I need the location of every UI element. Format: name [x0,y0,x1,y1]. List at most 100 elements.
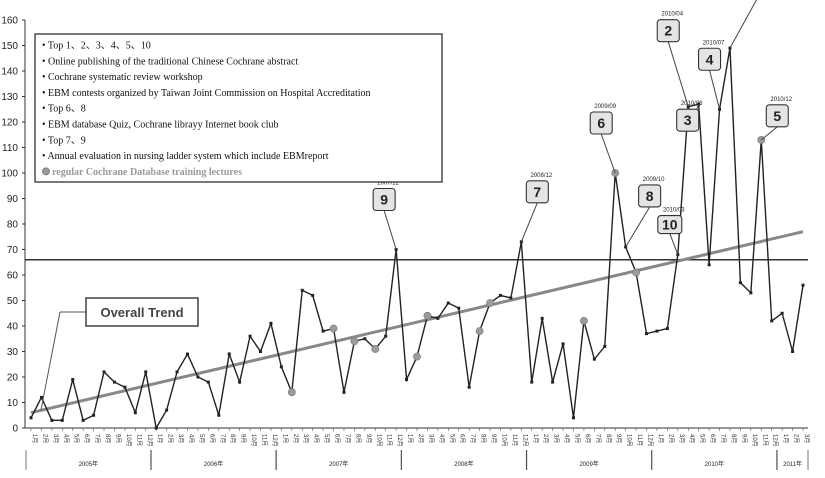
data-point [551,380,555,384]
data-point [259,350,263,353]
callout-pointer [760,126,778,141]
data-point [498,293,502,297]
y-tick-label: 10 [7,398,19,409]
training-lecture-marker [486,299,494,307]
legend-box: • Top 1、2、3、4、5、10 • Online publishing of… [34,33,443,183]
y-tick-label: 60 [7,271,19,282]
year-label: 2011年 [783,460,802,468]
data-point [248,334,252,338]
data-point [29,416,33,420]
callout-number: 2 [664,23,672,39]
callout-5: 5 2010/12 [760,97,793,141]
callout-box [589,111,613,135]
legend-item: • Top 1、2、3、4、5、10 [42,41,151,52]
year-label: 2009年 [579,460,598,468]
training-lecture-marker [371,345,380,353]
data-point [112,380,116,384]
x-tick-label: 7月 [344,434,351,443]
callout-date: 2009/09 [594,104,616,110]
callout-number: 10 [662,217,678,233]
training-lecture-marker [329,324,338,333]
legend-item: • EBM database Quiz, Cochrane librayy In… [42,120,278,131]
data-point [707,263,711,267]
data-point [509,296,513,300]
data-point [645,332,649,336]
x-tick-label: 1月 [281,434,288,443]
data-point [540,316,544,320]
x-tick-label: 11月 [636,434,643,446]
overall-trend-line [30,230,804,415]
year-label: 2005年 [79,460,98,468]
x-tick-label: 2月 [41,434,48,443]
data-point [102,370,106,374]
x-tick-label: 9月 [365,434,372,443]
callout-date: 2008/12 [530,173,552,179]
data-point [217,413,221,417]
x-tick-label: 12月 [772,434,779,447]
x-tick-label: 6月 [459,434,466,443]
callouts: 12010/08 2 2010/04 3 2010/06 4 2010/07 5 2010/12… [372,0,793,255]
callout-date: 2010/07 [703,40,725,46]
x-tick-label: 12月 [146,434,153,447]
data-point [467,385,471,389]
x-tick-label: 10月 [375,434,382,447]
x-tick-label: 5月 [323,434,330,443]
data-point [39,395,43,399]
x-tick-label: 5月 [73,434,80,443]
training-lecture-marker [350,337,359,346]
callout-number: 6 [597,115,605,131]
y-tick-label: 160 [1,16,18,27]
data-point [457,306,461,310]
x-tick-label: 9月 [740,434,747,443]
callout-number: 5 [773,108,781,124]
x-tick-label: 9月 [240,434,247,443]
callout-date: 2007/12 [377,181,399,187]
x-axis-year-groups: 2005年 2006年 2007年 2008年 2009年 2010年 2011年 [25,450,809,470]
callout-pointer [520,202,538,243]
x-tick-label: 4月 [563,434,570,443]
x-tick-label: 2月 [793,434,800,443]
x-tick-label: 5月 [198,434,205,443]
x-tick-label: 11月 [511,434,518,446]
legend-item: • Top 6、8 [42,104,86,115]
x-tick-label: 9月 [114,434,121,443]
x-tick-label: 3月 [302,434,309,443]
x-tick-label: 6月 [709,434,716,443]
y-tick-label: 40 [7,322,19,333]
x-tick-label: 9月 [615,434,622,443]
callout-2: 2 2010/04 [656,12,689,107]
x-tick-label: 9月 [490,434,497,443]
data-point [655,329,659,333]
x-tick-label: 11月 [386,434,393,446]
training-lecture-marker [475,327,484,335]
x-tick-label: 2月 [542,434,549,443]
y-tick-label: 140 [1,67,18,78]
data-point [81,418,85,422]
callout-date: 2010/03 [663,208,685,214]
data-point [405,378,409,382]
data-point [791,350,795,353]
x-tick-label: 2月 [667,434,674,443]
x-tick-label: 4月 [438,434,445,443]
callout-date: 2009/10 [643,177,665,183]
x-tick-label: 3月 [52,434,59,443]
legend-item: • Online publishing of the traditional C… [42,56,298,67]
x-tick-label: 1月 [156,434,163,443]
data-point [603,344,607,348]
data-point [384,334,388,338]
x-tick-label: 8月 [605,434,612,443]
x-tick-label: 8月 [354,434,361,443]
x-tick-label: 3月 [177,434,184,443]
y-tick-label: 0 [12,424,18,435]
x-tick-label: 8月 [229,434,236,443]
callout-number: 4 [706,51,714,67]
data-point [530,380,534,384]
x-tick-label: 6月 [83,434,90,443]
data-point [269,321,273,325]
callout-box [676,108,700,132]
x-tick-label: 3月 [553,434,560,443]
callout-number: 9 [380,192,388,208]
x-tick-label: 1月 [31,434,38,443]
x-tick-label: 4月 [688,434,695,443]
